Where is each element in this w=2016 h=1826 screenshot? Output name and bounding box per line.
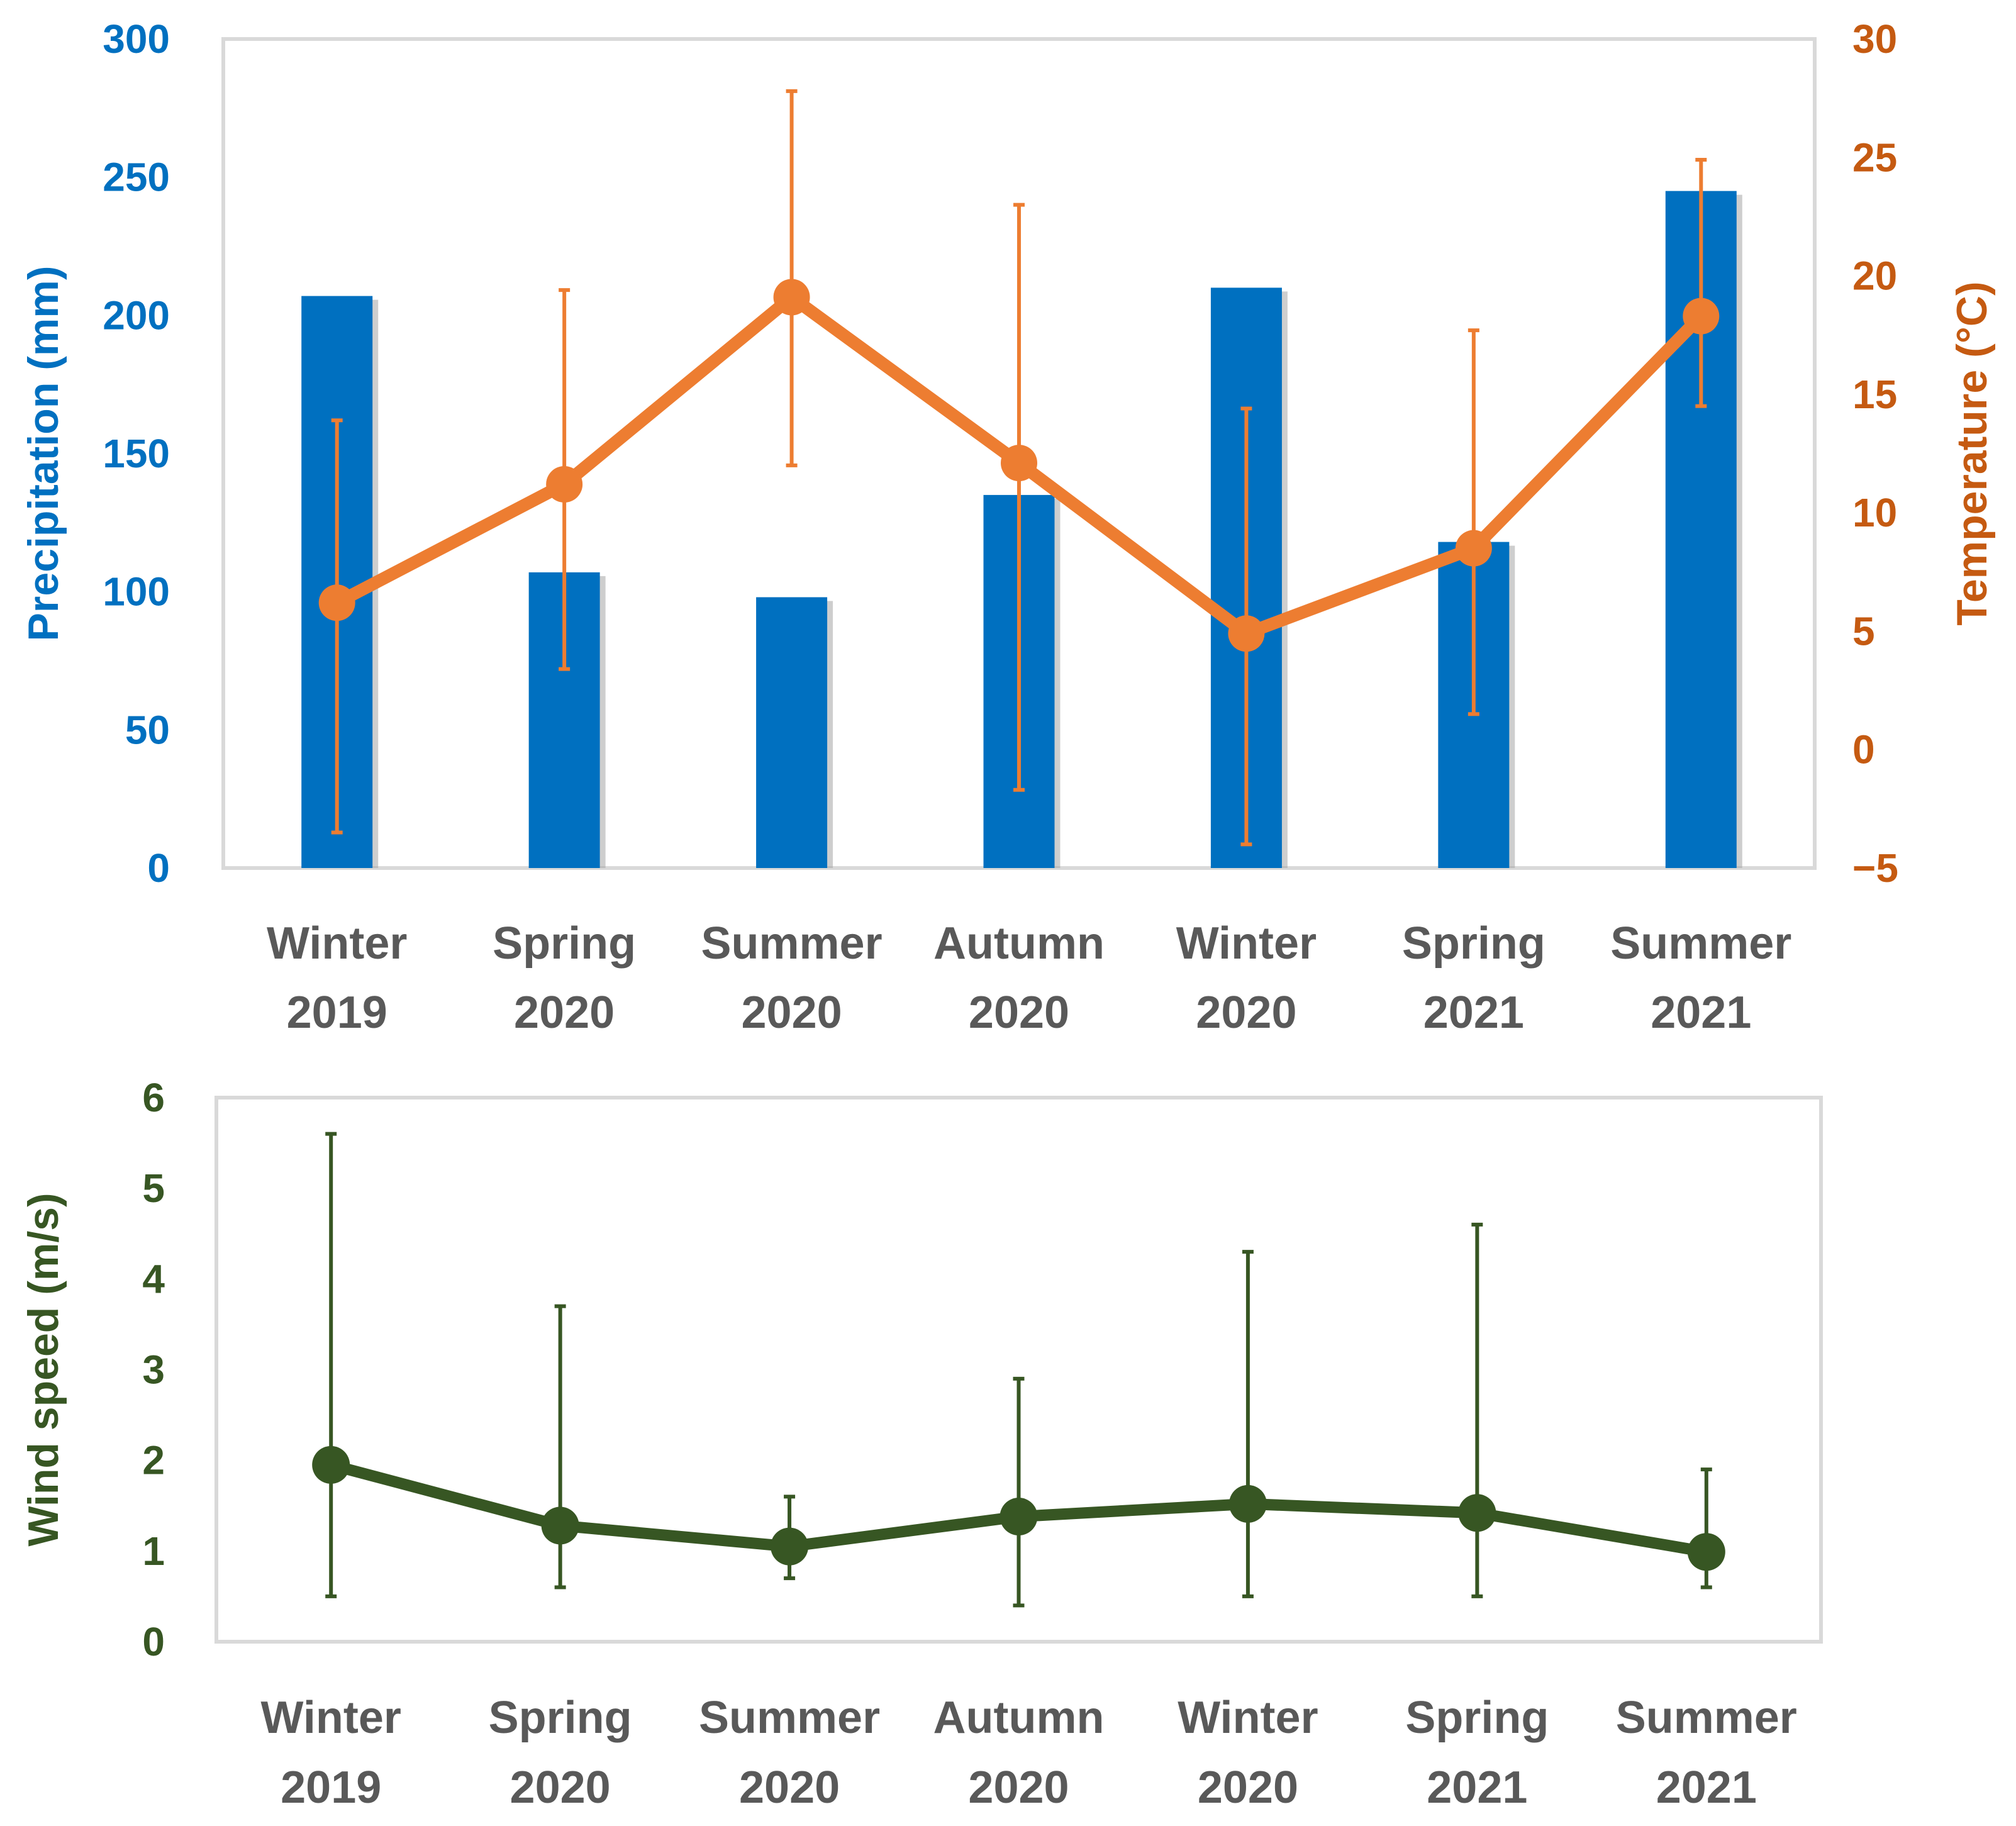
- y-left-tick-label: 50: [125, 707, 170, 752]
- y-tick-label: 2: [142, 1438, 165, 1483]
- y-left-tick-label: 300: [103, 16, 170, 62]
- x-category-label-year: 2020: [1198, 1762, 1298, 1813]
- x-category-label-season: Summer: [699, 1693, 880, 1743]
- x-category-label-season: Autumn: [933, 918, 1105, 969]
- x-category-label-season: Summer: [1610, 918, 1791, 969]
- x-category-label-season: Spring: [489, 1693, 632, 1743]
- x-category-label-year: 2020: [510, 1762, 611, 1813]
- y-tick-label: 0: [142, 1619, 165, 1664]
- x-category-label-year: 2021: [1651, 988, 1751, 1038]
- x-category-label-year: 2020: [1196, 988, 1296, 1038]
- y-left-tick-label: 200: [103, 292, 170, 338]
- wind-speed-point: [771, 1527, 809, 1566]
- y-tick-label: 3: [142, 1347, 165, 1393]
- y-right-tick-label: 0: [1852, 727, 1875, 772]
- wind-speed-point: [1000, 1498, 1038, 1536]
- temperature-point: [1455, 530, 1492, 567]
- x-category-label-season: Spring: [493, 918, 636, 969]
- x-category-label-year: 2020: [969, 988, 1069, 1038]
- temperature-point: [318, 584, 355, 621]
- x-category-label-season: Winter: [1176, 918, 1317, 969]
- x-category-label-season: Winter: [1178, 1693, 1318, 1743]
- temperature-point: [1683, 298, 1720, 335]
- x-category-label-year: 2021: [1427, 1762, 1527, 1813]
- x-category-label-year: 2019: [281, 1762, 381, 1813]
- y-right-tick-label: 30: [1852, 16, 1897, 62]
- wind-speed-point: [312, 1445, 350, 1484]
- y-tick-label: 5: [142, 1166, 165, 1211]
- y-right-tick-label: 15: [1852, 372, 1897, 417]
- temperature-point: [773, 279, 810, 316]
- y-left-axis-title: Precipitation (mm): [19, 266, 67, 642]
- y-right-axis-title: Temperature (°C): [1948, 281, 1996, 625]
- temperature-point: [1001, 445, 1037, 482]
- plot-area-border: [214, 1096, 1823, 1644]
- x-category-label-year: 2021: [1423, 988, 1524, 1038]
- wind-speed-chart: 0 1 2 3 4 5 6 Wind speed (m/s) Winter 2019 Spring 2…: [19, 1075, 1823, 1813]
- temperature-point: [1228, 615, 1265, 652]
- wind-speed-point: [1458, 1494, 1496, 1532]
- y-left-tick-label: 100: [103, 569, 170, 615]
- y-right-tick-label: 25: [1852, 135, 1897, 180]
- x-category-label-year: 2019: [287, 988, 387, 1038]
- x-category-label-season: Autumn: [933, 1693, 1105, 1743]
- precipitation-bar: [756, 597, 828, 868]
- x-category-label-season: Winter: [261, 1693, 401, 1743]
- y-tick-label: 1: [142, 1528, 165, 1574]
- x-category-label-year: 2020: [739, 1762, 840, 1813]
- wind-speed-point: [1228, 1484, 1267, 1523]
- x-category-label-season: Summer: [1616, 1693, 1797, 1743]
- x-category-label-year: 2020: [514, 988, 615, 1038]
- x-category-label-year: 2020: [741, 988, 842, 1038]
- x-category-label-season: Winter: [267, 918, 407, 969]
- x-category-label-year: 2020: [968, 1762, 1069, 1813]
- y-right-tick-label: 5: [1852, 608, 1875, 654]
- x-category-label-year: 2021: [1656, 1762, 1757, 1813]
- x-category-label-season: Spring: [1405, 1693, 1549, 1743]
- wind-speed-point: [541, 1506, 579, 1545]
- x-category-label-season: Summer: [701, 918, 883, 969]
- y-right-tick-label: −5: [1852, 845, 1898, 891]
- precipitation-temperature-chart: 0 50 100 150 200 250 300 −5 0 5 10 15 20 25 30 Precipit…: [19, 16, 1996, 1038]
- y-tick-label: 6: [142, 1075, 165, 1120]
- y-tick-label: 4: [142, 1256, 165, 1301]
- y-axis-title: Wind speed (m/s): [19, 1193, 67, 1546]
- temperature-point: [546, 465, 583, 503]
- y-right-tick-label: 20: [1852, 253, 1897, 299]
- x-category-label-season: Spring: [1402, 918, 1545, 969]
- y-left-tick-label: 250: [103, 155, 170, 200]
- y-left-tick-label: 0: [147, 845, 170, 891]
- y-left-tick-label: 150: [103, 431, 170, 476]
- y-right-tick-label: 10: [1852, 490, 1897, 535]
- wind-speed-point: [1687, 1533, 1725, 1571]
